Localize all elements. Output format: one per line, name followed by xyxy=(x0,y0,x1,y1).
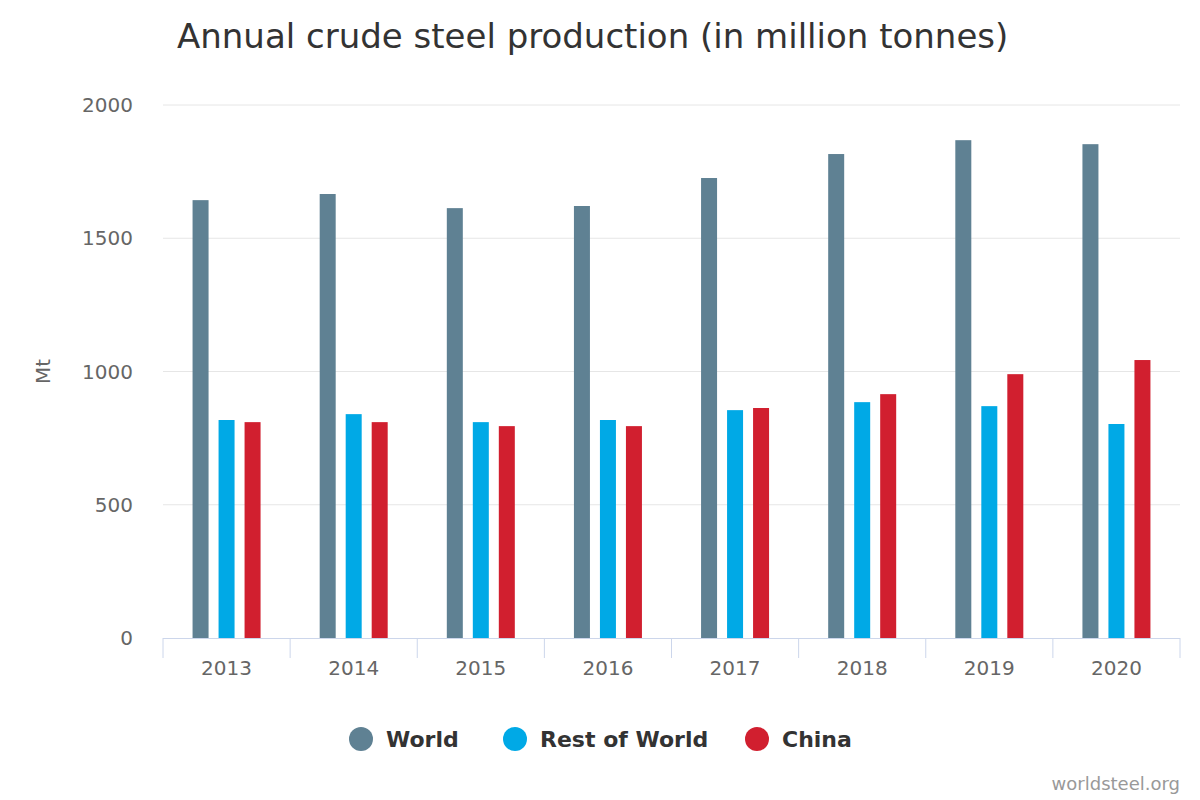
bar xyxy=(219,420,235,638)
grid-line xyxy=(163,105,1180,106)
grid-line xyxy=(163,238,1180,239)
bar xyxy=(1007,374,1023,638)
bar xyxy=(574,206,590,638)
x-tick-label: 2015 xyxy=(455,656,506,680)
bar xyxy=(981,406,997,638)
x-tick xyxy=(163,638,164,658)
x-tick-label: 2013 xyxy=(201,656,252,680)
x-tick xyxy=(1180,638,1181,658)
bar xyxy=(473,422,489,638)
x-tick xyxy=(1052,638,1053,658)
x-tick-label: 2014 xyxy=(328,656,379,680)
bar xyxy=(320,194,336,638)
x-tick-label: 2018 xyxy=(837,656,888,680)
x-tick-label: 2020 xyxy=(1091,656,1142,680)
x-tick xyxy=(798,638,799,658)
y-axis-label: Mt xyxy=(31,359,55,384)
x-tick xyxy=(417,638,418,658)
bar xyxy=(600,420,616,638)
title: Annual crude steel production (in millio… xyxy=(177,16,1008,56)
bar xyxy=(447,208,463,638)
legend: World Rest of World China xyxy=(349,727,852,752)
x-tick-label: 2016 xyxy=(582,656,633,680)
bar xyxy=(1082,144,1098,638)
x-tick-label: 2019 xyxy=(964,656,1015,680)
bar xyxy=(1108,424,1124,638)
chart: Annual crude steel production (in millio… xyxy=(0,0,1200,800)
y-tick-label: 1500 xyxy=(82,226,133,250)
bar xyxy=(828,154,844,638)
bar xyxy=(1134,360,1150,638)
x-tick xyxy=(290,638,291,658)
x-tick xyxy=(544,638,545,658)
legend-marker xyxy=(503,727,527,751)
bar xyxy=(701,178,717,638)
bar xyxy=(193,200,209,638)
bar xyxy=(854,402,870,638)
bars xyxy=(193,140,1151,638)
legend-marker xyxy=(349,727,373,751)
x-tick xyxy=(925,638,926,658)
background xyxy=(0,0,1200,800)
legend-label: Rest of World xyxy=(540,727,708,752)
x-tick xyxy=(671,638,672,658)
bar xyxy=(245,422,261,638)
bar xyxy=(626,426,642,638)
bar xyxy=(880,394,896,638)
grid-line xyxy=(163,371,1180,372)
y-tick-label: 0 xyxy=(120,626,133,650)
bar xyxy=(499,426,515,638)
y-tick-label: 2000 xyxy=(82,93,133,117)
bar xyxy=(955,140,971,638)
bar xyxy=(346,414,362,638)
legend-label: China xyxy=(782,727,852,752)
bar xyxy=(372,422,388,638)
legend-marker xyxy=(745,727,769,751)
grid-line xyxy=(163,504,1180,505)
bar xyxy=(727,410,743,638)
legend-label: World xyxy=(386,727,459,752)
bar xyxy=(753,408,769,638)
y-tick-label: 500 xyxy=(95,493,133,517)
y-tick-label: 1000 xyxy=(82,360,133,384)
x-tick-label: 2017 xyxy=(710,656,761,680)
source: worldsteel.org xyxy=(1052,773,1180,794)
